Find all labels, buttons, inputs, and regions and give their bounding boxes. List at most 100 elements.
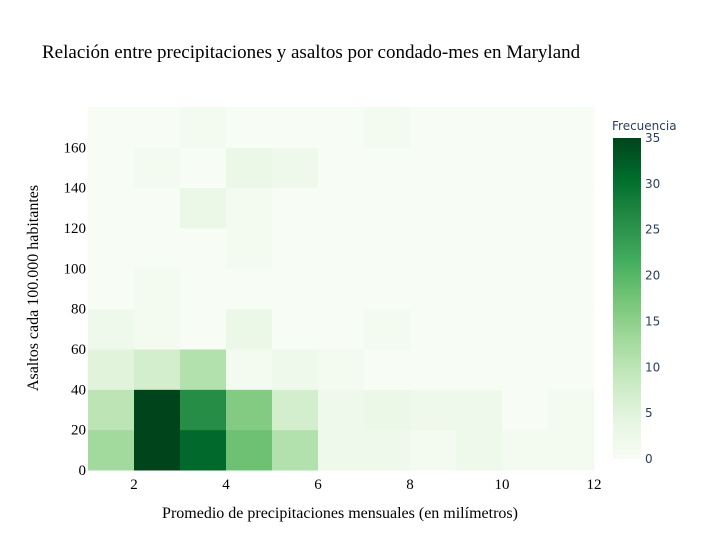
heatmap-cell	[502, 147, 549, 189]
heatmap-cell	[88, 147, 135, 189]
heatmap-cell	[364, 107, 411, 148]
heatmap-cell	[502, 429, 549, 471]
heatmap-cell	[456, 308, 503, 350]
heatmap-cell	[318, 147, 365, 189]
heatmap-cell	[456, 107, 503, 148]
x-tick-label: 10	[495, 477, 510, 493]
heatmap-cell	[548, 228, 595, 269]
heatmap-cell	[456, 187, 503, 229]
heatmap-cell	[364, 228, 411, 269]
colorbar-tick-label: 25	[645, 223, 660, 237]
chart-title: Relación entre precipitaciones y asaltos…	[42, 42, 581, 63]
heatmap-cell	[318, 107, 365, 148]
heatmap-cell	[318, 187, 365, 229]
colorbar-tick-label: 30	[645, 177, 660, 191]
heatmap-cells	[88, 107, 595, 471]
heatmap-cell	[410, 228, 457, 269]
x-axis-label: Promedio de precipitaciones mensuales (e…	[162, 505, 518, 522]
heatmap-cell	[502, 187, 549, 229]
heatmap-cell	[272, 349, 319, 390]
heatmap-cell	[410, 107, 457, 148]
colorbar-tick-label: 10	[645, 360, 660, 374]
heatmap-cell	[180, 187, 227, 229]
y-axis-ticks: 0 20 40 60 80 100 120 140 160	[64, 140, 87, 479]
heatmap-cell	[272, 107, 319, 148]
y-tick-label: 80	[71, 302, 86, 318]
y-tick-label: 160	[64, 140, 87, 156]
heatmap-cell	[180, 308, 227, 350]
heatmap-cell	[364, 389, 411, 431]
heatmap-cell	[502, 268, 549, 310]
heatmap-cell	[272, 308, 319, 350]
heatmap-cell	[364, 147, 411, 189]
heatmap-cell	[548, 107, 595, 148]
heatmap-cell	[88, 187, 135, 229]
heatmap-cell	[272, 187, 319, 229]
heatmap-cell	[226, 429, 273, 471]
heatmap-cell	[180, 147, 227, 189]
heatmap-cell	[272, 389, 319, 431]
heatmap-cell	[134, 107, 181, 148]
heatmap-cell	[134, 187, 181, 229]
heatmap-cell	[456, 349, 503, 390]
heatmap-cell	[364, 429, 411, 471]
heatmap-cell	[180, 268, 227, 310]
x-tick-label: 6	[314, 477, 322, 493]
heatmap-cell	[134, 308, 181, 350]
heatmap-cell	[456, 147, 503, 189]
heatmap-cell	[318, 228, 365, 269]
heatmap-cell	[180, 429, 227, 471]
heatmap-cell	[272, 228, 319, 269]
colorbar-tick-label: 35	[645, 131, 660, 145]
heatmap-cell	[364, 308, 411, 350]
y-tick-label: 20	[71, 423, 86, 439]
heatmap-cell	[548, 308, 595, 350]
heatmap-cell	[88, 268, 135, 310]
heatmap-cell	[410, 147, 457, 189]
heatmap-cell	[318, 389, 365, 431]
heatmap-cell	[180, 349, 227, 390]
colorbar-ticks: 0 5 10 15 20 25 30 35	[645, 131, 660, 466]
heatmap-cell	[88, 349, 135, 390]
heatmap-cell	[318, 429, 365, 471]
heatmap-cell	[410, 349, 457, 390]
heatmap-cell	[364, 187, 411, 229]
heatmap-cell	[410, 268, 457, 310]
heatmap-cell	[318, 268, 365, 310]
heatmap-cell	[226, 389, 273, 431]
heatmap-cell	[364, 349, 411, 390]
heatmap-cell	[226, 107, 273, 148]
heatmap-cell	[88, 389, 135, 431]
heatmap-cell	[134, 147, 181, 189]
heatmap-cell	[226, 268, 273, 310]
heatmap-cell	[226, 147, 273, 189]
heatmap-cell	[318, 349, 365, 390]
heatmap-cell	[456, 268, 503, 310]
heatmap-cell	[456, 429, 503, 471]
y-tick-label: 120	[64, 221, 87, 237]
colorbar-title: Frecuencia	[612, 119, 677, 133]
y-tick-label: 100	[64, 261, 87, 277]
y-tick-label: 40	[71, 382, 86, 398]
heatmap-cell	[410, 187, 457, 229]
heatmap-cell	[88, 308, 135, 350]
heatmap-cell	[548, 268, 595, 310]
heatmap-cell	[502, 228, 549, 269]
heatmap-cell	[318, 308, 365, 350]
heatmap-cell	[364, 268, 411, 310]
y-tick-label: 60	[71, 342, 86, 358]
colorbar-tick-label: 15	[645, 314, 660, 328]
heatmap-cell	[180, 389, 227, 431]
colorbar-tick-label: 0	[645, 452, 653, 466]
heatmap-cell	[456, 389, 503, 431]
heatmap-cell	[410, 429, 457, 471]
x-tick-label: 8	[406, 477, 414, 493]
heatmap-cell	[180, 228, 227, 269]
heatmap-cell	[548, 147, 595, 189]
heatmap-cell	[88, 107, 135, 148]
colorbar-tick-label: 5	[645, 406, 653, 420]
x-tick-label: 2	[130, 477, 138, 493]
heatmap-cell	[134, 268, 181, 310]
x-axis-ticks: 2 4 6 8 10 12	[130, 477, 601, 493]
